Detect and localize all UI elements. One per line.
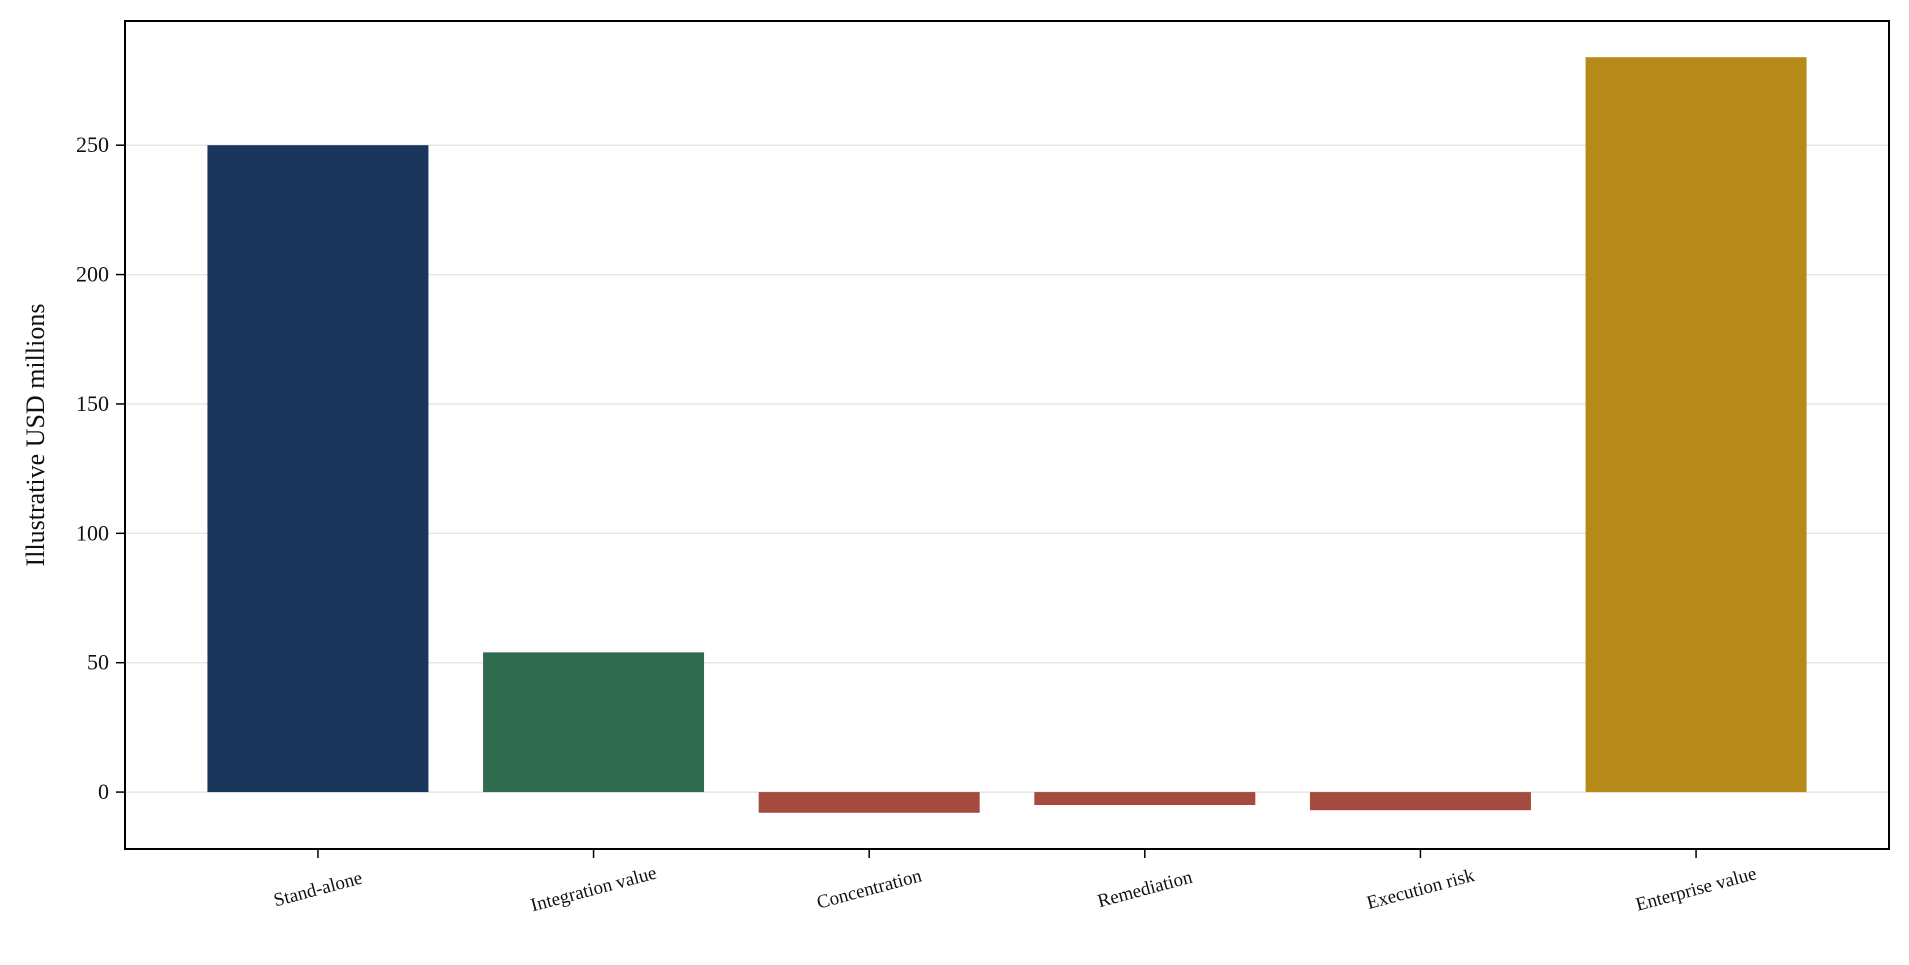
x-axis: Stand-alone Integration value Concentratio… (272, 849, 1759, 916)
y-tick-label: 200 (76, 262, 109, 287)
bar-execution-risk (1309, 792, 1531, 811)
x-tick-label: Remediation (1095, 867, 1195, 913)
y-tick-label: 0 (98, 779, 109, 804)
y-tick-label: 50 (87, 650, 109, 675)
x-tick-label: Concentration (815, 865, 925, 913)
x-tick-label: Stand-alone (272, 868, 365, 912)
bar-remediation (1034, 792, 1256, 806)
y-tick-label: 250 (76, 132, 109, 157)
y-tick-label: 100 (76, 520, 109, 545)
bar-enterprise-value (1585, 57, 1807, 793)
bars (207, 57, 1807, 813)
x-tick-label: Integration value (529, 863, 659, 917)
x-tick-label: Execution risk (1365, 865, 1477, 914)
bar-stand-alone (207, 145, 429, 793)
y-tick-label: 150 (76, 391, 109, 416)
bar-integration-value (483, 652, 705, 793)
plot-frame (124, 20, 1890, 850)
y-axis-title: Illustrative USD millions (21, 304, 50, 567)
y-axis: 0 50 100 150 200 250 (76, 132, 125, 804)
bar-concentration (758, 792, 980, 813)
x-tick-label: Enterprise value (1634, 863, 1759, 915)
